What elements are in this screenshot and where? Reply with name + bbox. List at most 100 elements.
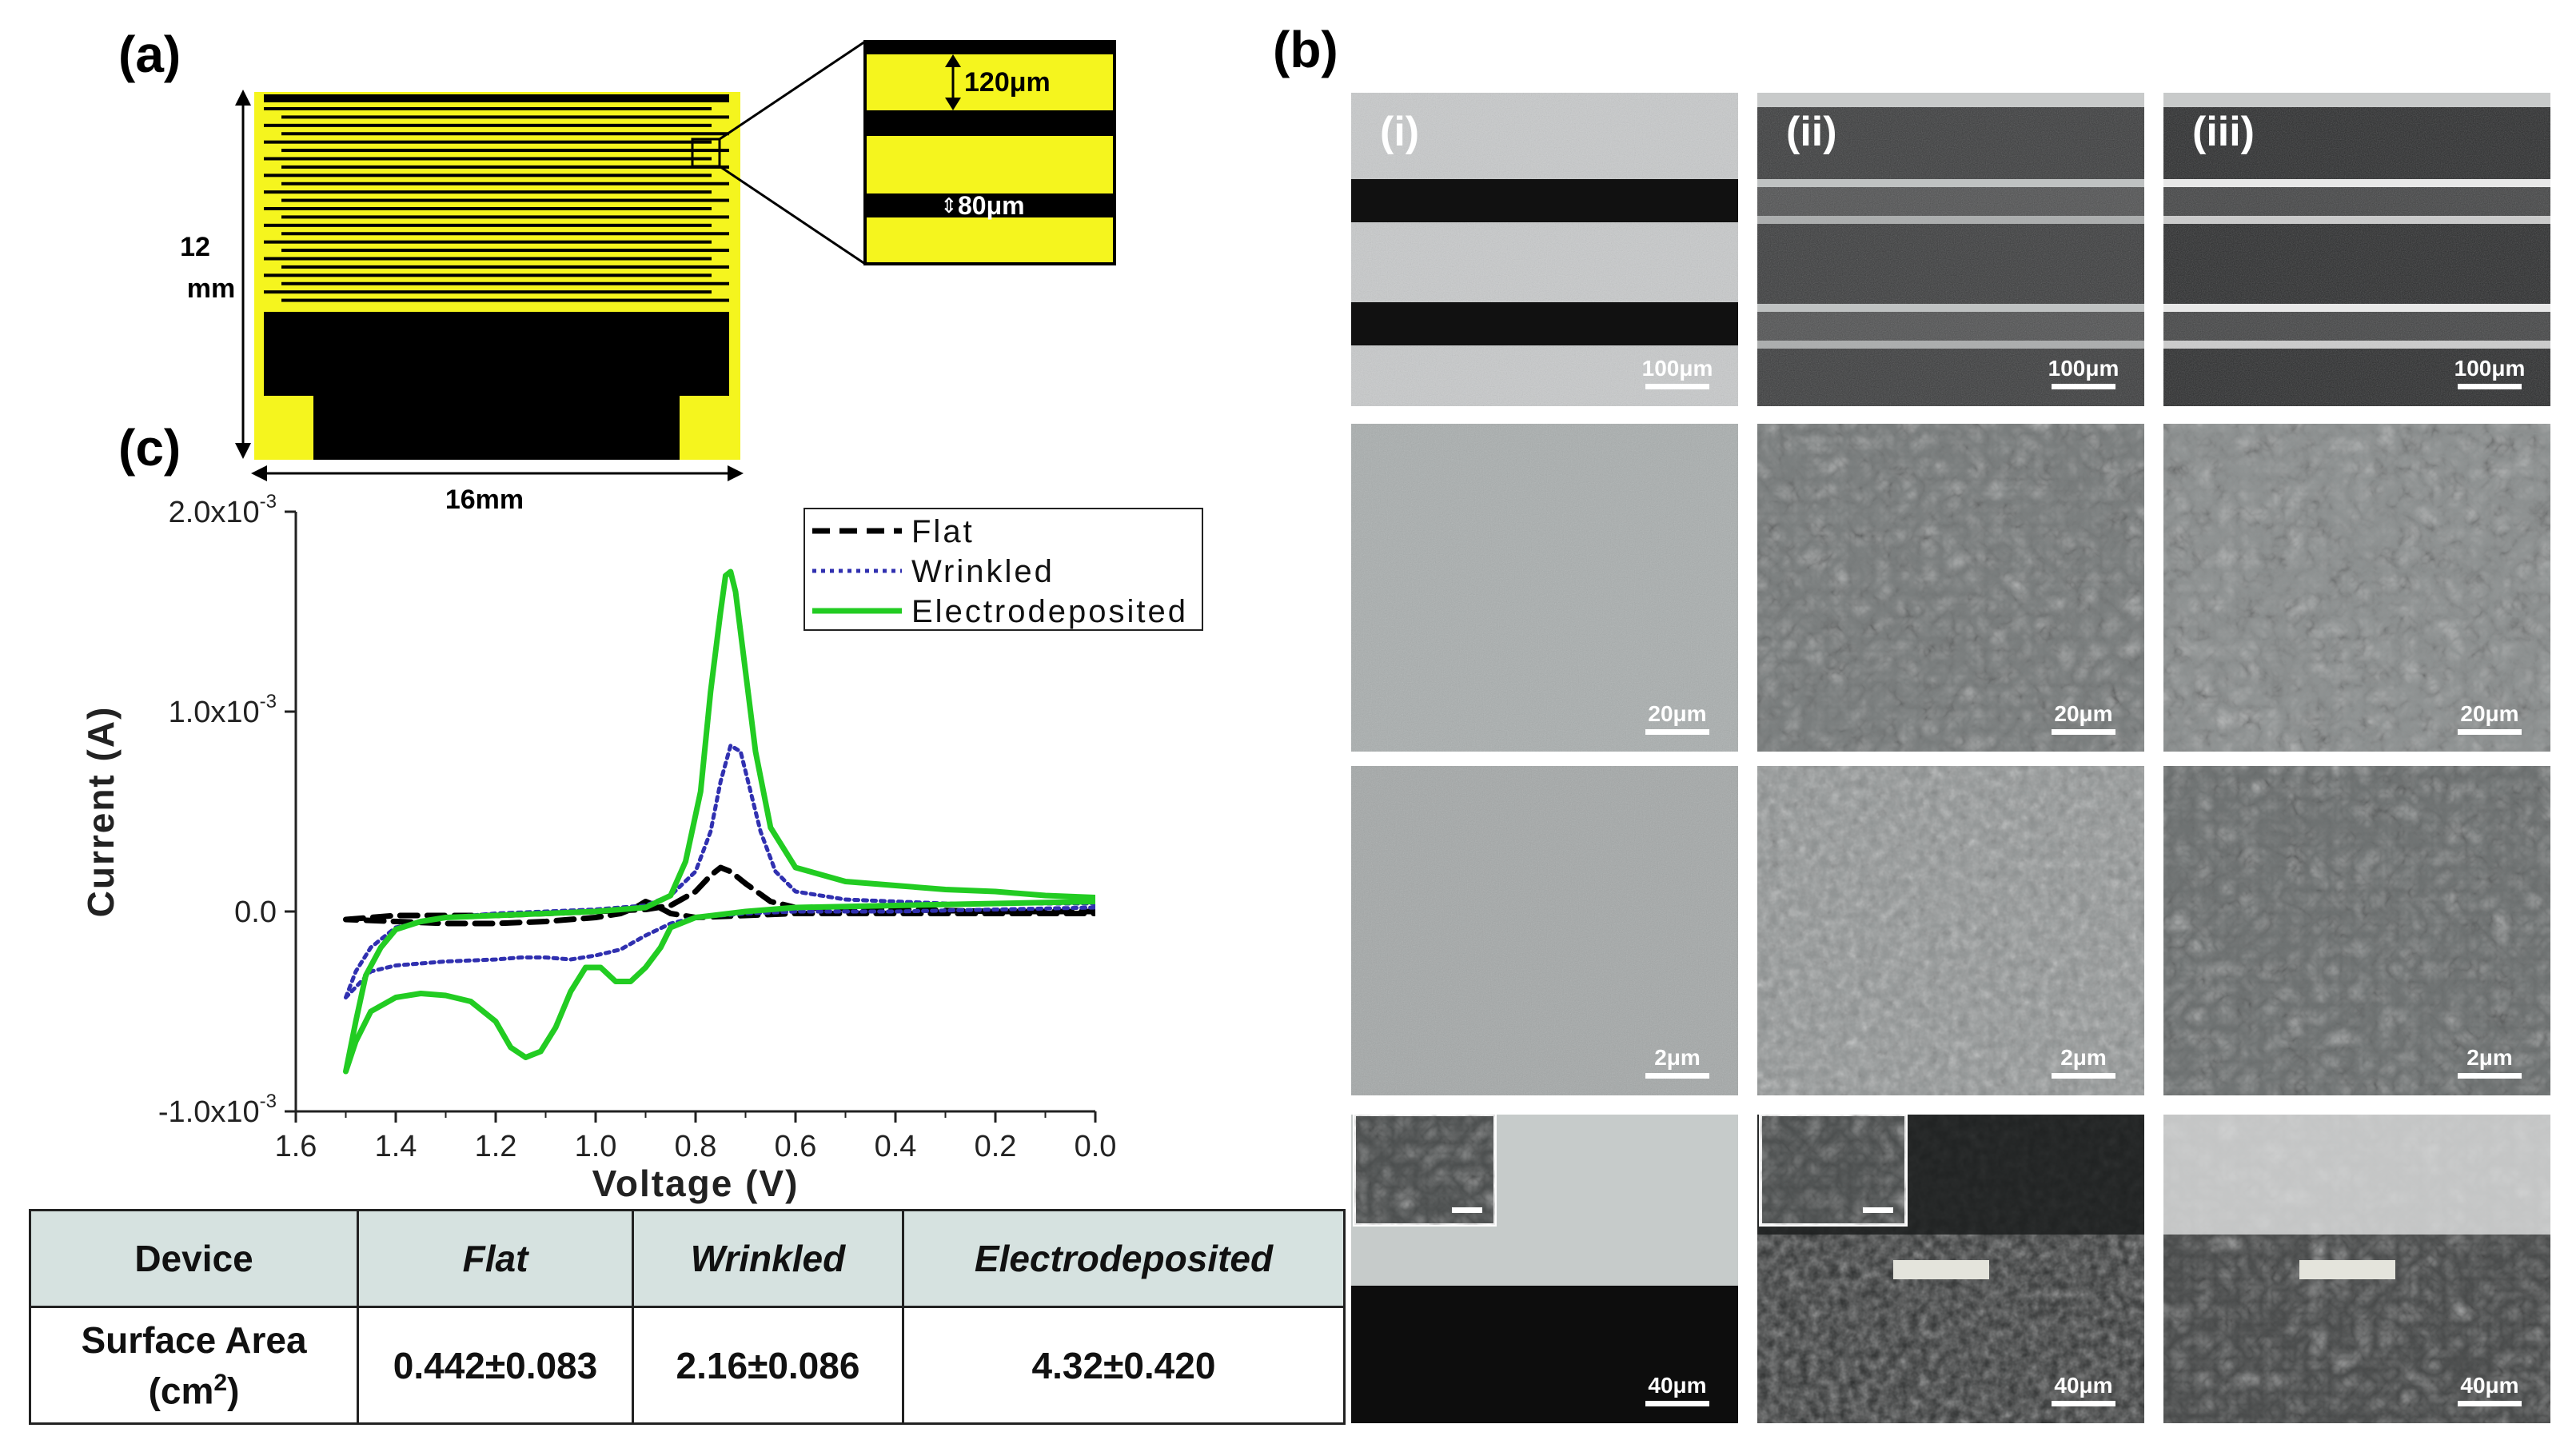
width-arrow-right	[728, 465, 744, 481]
scale-bar	[2458, 1401, 2522, 1406]
surface-area-table: Device Flat Wrinkled Electrodeposited Su…	[29, 1209, 1346, 1425]
electrode-gap-line	[281, 149, 729, 153]
header-electrodeposited: Electrodeposited	[902, 1209, 1346, 1308]
series-layer	[343, 568, 1095, 1075]
inset-image-texture	[1761, 1115, 1906, 1225]
x-tick-label: 1.4	[375, 1130, 417, 1163]
scale-bar-label: 20μm	[2054, 701, 2112, 726]
row-label-line-1: Surface Area	[81, 1318, 307, 1361]
panel-b: (b) (i) 100μm (ii) 100μm (iii) 100μm 20μm 20μm 2…	[1273, 21, 2550, 1423]
panel-a: (a) 120μm 80μm ⇕ 12	[118, 26, 1116, 515]
electrode-edge	[2163, 304, 2550, 312]
scale-bar-label: 40μm	[2054, 1373, 2112, 1398]
scale-bar-label: 2μm	[1654, 1045, 1701, 1070]
series-line-flat	[343, 864, 1095, 927]
y-axis-ticks: -1.0x10-3 0.0 1.0x10-3 2.0x10-3	[158, 491, 296, 1129]
sem-image-texture	[1351, 424, 1738, 752]
x-tick-label: 0.2	[975, 1130, 1017, 1163]
electrode-gap-line	[264, 157, 712, 161]
legend-label: Electrodeposited	[911, 594, 1188, 629]
sem-image-texture	[1757, 766, 2144, 1095]
electrode-edge	[2163, 93, 2550, 107]
electrode-gap-line	[281, 265, 729, 269]
legend: Flat Wrinkled Electrodeposited	[804, 508, 1203, 631]
scale-bar	[1645, 384, 1709, 389]
scale-bar-label: 100μm	[2048, 356, 2119, 381]
sem-image: 2μm	[1757, 766, 2144, 1095]
film-layer	[1893, 1260, 1989, 1279]
table-header-row: Device Flat Wrinkled Electrodeposited	[29, 1209, 1346, 1308]
sem-image-texture	[1757, 93, 2144, 406]
zoom-inset: 120μm 80μm ⇕	[863, 40, 1116, 265]
dimension-width: 16mm	[251, 465, 744, 515]
sem-image-texture	[1757, 424, 2144, 752]
zoom-gap-3	[865, 193, 1115, 217]
table-row: Surface Area (cm2) 0.442±0.083 2.16±0.08…	[29, 1306, 1346, 1425]
zoom-spacing-label: 120μm	[964, 67, 1051, 98]
column-label: (iii)	[2192, 109, 2255, 155]
column-label: (ii)	[1786, 109, 1837, 155]
column-label: (i)	[1380, 109, 1419, 155]
y-tick-label: 0.0	[234, 896, 277, 929]
scale-bar-label: 2μm	[2466, 1045, 2513, 1070]
panel-b-label: (b)	[1273, 21, 1338, 78]
header-device: Device	[29, 1209, 359, 1308]
panel-a-label: (a)	[118, 26, 181, 83]
height-arrow-down	[235, 443, 251, 459]
electrode-gap-line	[264, 207, 712, 210]
inset-image-texture	[1354, 1115, 1495, 1225]
electrode-gap-line	[264, 290, 712, 294]
electrode-gap-line	[281, 132, 729, 136]
electrode-gap-line	[264, 174, 712, 178]
row-label-unit-close: )	[227, 1370, 240, 1412]
inset-scale-bar	[1863, 1207, 1893, 1213]
x-axis-ticks: 1.6 1.4 1.2 1.0 0.8 0.6 0.4 0.2 0.0	[275, 1111, 1116, 1163]
electrode-gap-line	[281, 115, 729, 119]
electrode-edge	[1757, 93, 2144, 107]
x-tick-label: 0.8	[675, 1130, 717, 1163]
scale-bar	[2458, 384, 2522, 389]
electrode-edge	[2163, 341, 2550, 349]
sem-image: 40μm	[2163, 1115, 2550, 1423]
sem-image: 20μm	[1757, 424, 2144, 752]
height-arrow-up	[235, 90, 251, 106]
height-label-unit: mm	[187, 273, 235, 304]
row-label-unit-exp: 2	[213, 1369, 228, 1396]
scale-bar	[2052, 1401, 2115, 1406]
electrode-gap-line	[281, 181, 729, 185]
zoom-gap-1	[865, 42, 1115, 54]
panel-c-label: (c)	[118, 419, 181, 477]
spacing-arrow-head-down	[945, 98, 961, 110]
sem-image-texture	[1351, 93, 1738, 406]
scale-bar-label: 100μm	[2454, 356, 2526, 381]
y-tick-label: 2.0x10-3	[169, 491, 277, 529]
x-tick-label: 0.4	[875, 1130, 917, 1163]
panel-c: (c) 1.6 1.4 1.2 1.0 0.8 0.6 0.4 0.2 0.0 -1.0x10-…	[80, 419, 1203, 1204]
width-label: 16mm	[445, 485, 524, 515]
zoom-inset-frame	[863, 40, 1116, 265]
inset-scale-bar	[1452, 1207, 1482, 1213]
scale-bar	[2052, 1073, 2115, 1079]
cell-wrinkled: 2.16±0.086	[632, 1306, 904, 1425]
zoom-line-bottom	[719, 165, 866, 265]
scale-bar-label: 40μm	[1648, 1373, 1706, 1398]
cross-section-substrate	[1351, 1286, 1738, 1423]
electrode-edge	[2163, 216, 2550, 224]
spacing-arrow-head-up	[945, 54, 961, 67]
y-tick-label: 1.0x10-3	[169, 691, 277, 729]
sem-image: (ii) 100μm	[1757, 93, 2144, 406]
zoom-gap-2	[865, 110, 1115, 136]
electrode-edge	[1757, 216, 2144, 224]
film-layer	[2299, 1260, 2395, 1279]
sem-image-texture	[2163, 424, 2550, 752]
cross-section-background	[2163, 1115, 2550, 1235]
electrode-gap-line	[264, 123, 712, 127]
electrode-gap-line	[264, 107, 712, 110]
sem-image: (i) 100μm	[1351, 93, 1738, 406]
legend-items: Flat Wrinkled Electrodeposited	[812, 514, 1188, 629]
sem-image: (iii) 100μm	[2163, 93, 2550, 406]
electrode-gap-line	[264, 223, 712, 227]
legend-label: Wrinkled	[911, 554, 1055, 589]
electrode-gap-line	[264, 190, 712, 194]
sem-image: 2μm	[1351, 766, 1738, 1095]
